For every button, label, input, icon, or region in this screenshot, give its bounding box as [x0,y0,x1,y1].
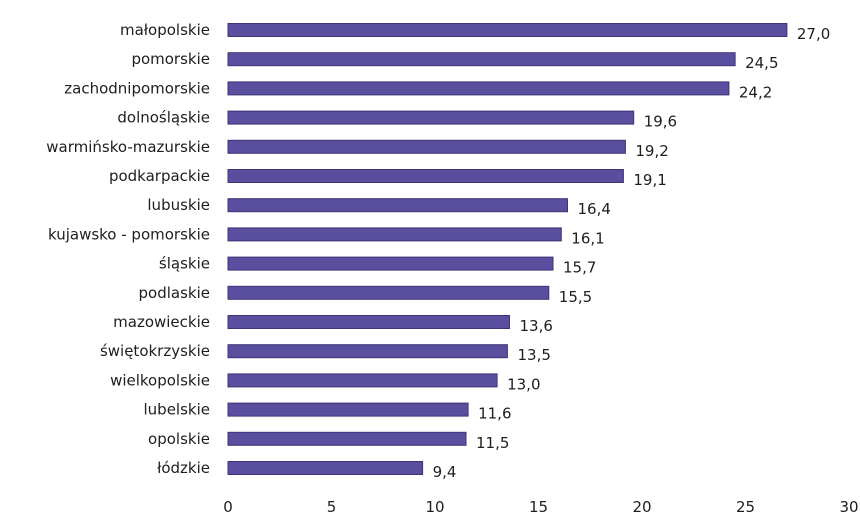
x-tick-label: 5 [327,498,337,516]
x-tick-label: 15 [529,498,548,516]
category-label: mazowieckie [113,313,210,331]
value-labels: 27,0 24,5 24,2 19,6 19,2 19,1 16,4 16,1 15,7 15,5… [433,25,831,481]
bars-layer [227,23,788,475]
value-label: 27,0 [797,25,830,43]
value-label: 9,4 [433,463,457,481]
value-label: 19,6 [644,113,677,131]
value-label: 16,4 [578,200,611,218]
category-labels: małopolskie pomorskie zachodnipomorskie dol… [46,21,210,477]
bar [227,23,788,37]
value-label: 13,0 [507,375,540,393]
category-label: lubelskie [144,401,211,419]
value-label: 19,1 [633,171,666,189]
category-label: opolskie [148,430,210,448]
category-label: dolnośląskie [117,109,210,127]
value-label: 11,6 [478,405,511,423]
bar [227,344,508,359]
x-axis-ticks: 0 5 10 15 20 25 30 [223,498,858,516]
bar [227,431,467,446]
category-label: małopolskie [120,21,210,39]
bar [227,81,730,96]
bar [227,315,510,329]
bar [227,139,626,154]
category-label: łódzkie [157,459,210,477]
category-label: lubuskie [147,196,210,214]
category-label: podkarpackie [109,167,210,185]
bar [227,256,554,271]
x-tick-label: 30 [839,498,858,516]
value-label: 13,6 [520,317,553,335]
category-label: pomorskie [131,50,210,68]
bar [227,227,562,242]
category-label: warmińsko-mazurskie [46,138,210,156]
x-tick-label: 10 [425,498,444,516]
bar [227,373,498,388]
x-tick-label: 25 [736,498,755,516]
bar [227,461,424,475]
category-label: zachodnipomorskie [64,79,210,97]
category-label: świętokrzyskie [100,342,210,360]
value-label: 13,5 [518,346,551,364]
bar [227,169,624,183]
value-label: 15,7 [563,259,596,277]
value-label: 19,2 [635,142,668,160]
value-label: 24,5 [745,54,778,72]
bar [227,110,635,125]
category-label: śląskie [159,255,210,273]
category-label: wielkopolskie [110,371,210,389]
value-label: 16,1 [571,229,604,247]
bar [227,198,568,213]
value-label: 11,5 [476,434,509,452]
x-tick-label: 0 [223,498,233,516]
bar [227,52,736,67]
bar [227,285,550,300]
value-label: 24,2 [739,83,772,101]
bar [227,402,469,417]
value-label: 15,5 [559,288,592,306]
x-tick-label: 20 [632,498,651,516]
category-label: kujawsko - pomorskie [48,225,210,243]
category-label: podlaskie [139,284,210,302]
